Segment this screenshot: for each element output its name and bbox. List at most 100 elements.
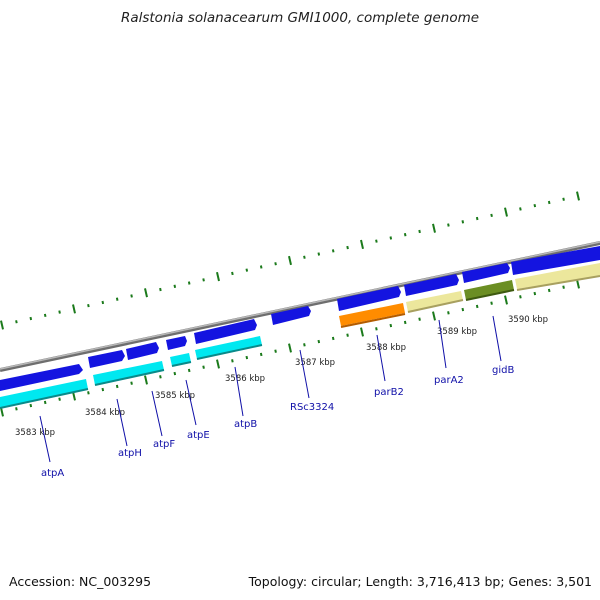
minor-tick — [159, 375, 162, 379]
major-tick — [216, 271, 220, 282]
minor-tick — [490, 213, 493, 218]
cds-arrow-atpF[interactable] — [126, 342, 159, 360]
minor-tick — [317, 339, 321, 344]
minor-tick — [245, 268, 249, 272]
genome-summary-text: Topology: circular; Length: 3,716,413 bp… — [248, 574, 592, 589]
minor-tick — [331, 249, 335, 253]
minor-tick — [58, 310, 61, 314]
minor-tick — [461, 220, 465, 224]
minor-tick — [15, 407, 18, 411]
minor-tick — [447, 311, 450, 315]
feature-atpH[interactable] — [93, 361, 164, 385]
gene-label-parB2[interactable]: parB2 — [374, 387, 404, 398]
major-tick — [144, 375, 148, 385]
minor-tick — [418, 317, 421, 321]
kbp-label: 3590 kbp — [508, 315, 548, 325]
genome-backbone — [0, 241, 600, 372]
major-tick — [288, 255, 292, 266]
kbp-labels: 3583 kbp 3584 kbp 3585 kbp 3586 kbp 3587… — [15, 315, 548, 438]
minor-tick — [15, 320, 18, 324]
major-tick — [360, 239, 364, 250]
minor-tick — [245, 355, 249, 360]
minor-tick — [29, 316, 33, 321]
cds-arrow-parB2[interactable] — [337, 286, 401, 311]
major-tick — [216, 359, 220, 369]
cds-arrow-parA2[interactable] — [404, 274, 459, 296]
minor-tick — [173, 284, 177, 288]
minor-tick — [115, 297, 119, 301]
minor-tick — [519, 207, 522, 211]
feature-gidB[interactable] — [464, 280, 514, 300]
map-title: Ralstonia solanacearum GMI1000, complete… — [120, 10, 480, 26]
gene-label-atpB[interactable]: atpB — [234, 419, 257, 430]
major-tick — [288, 343, 292, 353]
kbp-label: 3586 kbp — [225, 374, 265, 384]
minor-tick — [475, 216, 479, 221]
major-tick — [432, 223, 436, 233]
minor-tick — [375, 327, 378, 331]
gene-label-atpH[interactable]: atpH — [118, 448, 142, 459]
cds-arrow-atpH[interactable] — [88, 350, 125, 368]
major-tick — [504, 207, 508, 217]
minor-tick — [403, 320, 407, 325]
minor-tick — [130, 294, 133, 298]
feature-atpA[interactable] — [0, 379, 88, 408]
major-tick — [72, 304, 76, 314]
minor-tick — [461, 307, 465, 312]
kbp-label: 3589 kbp — [437, 327, 477, 337]
minor-tick — [101, 387, 105, 392]
kbp-label: 3585 kbp — [155, 391, 195, 401]
minor-tick — [115, 384, 119, 389]
minor-tick — [274, 349, 277, 353]
minor-tick — [187, 368, 191, 373]
cds-arrow-atpB[interactable] — [194, 319, 257, 344]
gene-labels: atpA atpH atpF atpE atpB RSc3324 parB2 p… — [41, 365, 514, 479]
cds-arrow-next[interactable] — [511, 246, 600, 275]
minor-tick — [389, 323, 393, 328]
minor-tick — [389, 236, 393, 240]
leader-lines — [39, 315, 502, 463]
feature-row — [0, 263, 600, 409]
minor-tick — [259, 265, 263, 269]
minor-tick — [533, 291, 537, 296]
feature-next[interactable] — [515, 263, 600, 289]
feature-parA2[interactable] — [406, 291, 463, 312]
minor-tick — [159, 287, 162, 292]
gene-label-atpF[interactable]: atpF — [153, 439, 175, 450]
gene-label-gidB[interactable]: gidB — [492, 365, 514, 376]
gene-label-atpA[interactable]: atpA — [41, 468, 64, 479]
gene-label-atpE[interactable]: atpE — [187, 430, 210, 441]
major-tick — [360, 327, 364, 337]
minor-tick — [547, 200, 551, 205]
gene-label-parA2[interactable]: parA2 — [434, 375, 464, 386]
minor-tick — [418, 229, 421, 234]
cds-arrow-atpE[interactable] — [166, 336, 187, 350]
minor-tick — [259, 352, 263, 357]
minor-tick — [101, 300, 105, 305]
cds-row — [0, 246, 600, 391]
kbp-label: 3587 kbp — [295, 358, 335, 368]
cds-arrow-atpA[interactable] — [0, 364, 83, 391]
minor-tick — [346, 333, 349, 337]
minor-tick — [231, 359, 234, 363]
minor-tick — [303, 343, 306, 347]
cds-arrow-gidB[interactable] — [462, 263, 510, 283]
major-tick — [576, 191, 580, 201]
minor-tick — [490, 301, 493, 305]
minor-tick — [475, 304, 479, 309]
feature-parB2[interactable] — [339, 303, 405, 326]
minor-tick — [187, 281, 191, 285]
minor-tick — [202, 278, 205, 282]
feature-atpB[interactable] — [195, 336, 262, 359]
minor-tick — [231, 271, 234, 276]
gene-label-RSc3324[interactable]: RSc3324 — [290, 402, 334, 413]
minor-tick — [130, 381, 133, 385]
major-tick — [0, 407, 4, 417]
cds-arrow-RSc3324[interactable] — [271, 306, 311, 325]
minor-tick — [43, 313, 47, 318]
minor-tick — [317, 252, 321, 256]
minor-tick — [331, 336, 335, 341]
kbp-label: 3588 kbp — [366, 343, 406, 353]
minor-tick — [562, 197, 565, 201]
